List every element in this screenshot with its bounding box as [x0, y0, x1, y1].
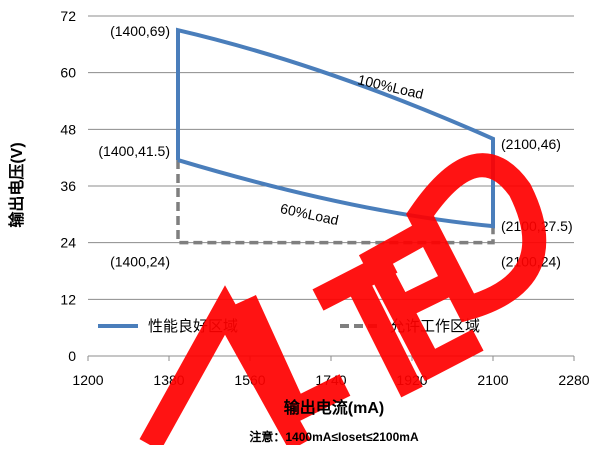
- x-axis-title: 输出电流(mA): [284, 398, 384, 417]
- series-line-allowed-area: [176, 160, 495, 245]
- watermark-letter-d: [406, 153, 547, 323]
- note-text: 注意：1400mA≤Ioset≤2100mA: [249, 429, 419, 444]
- point-label: (1400,69): [110, 23, 170, 39]
- series: [176, 27, 495, 245]
- y-tick-label: 0: [68, 348, 76, 364]
- y-tick-label: 60: [60, 65, 76, 81]
- y-tick-label: 12: [60, 291, 76, 307]
- y-tick-label: 24: [60, 235, 76, 251]
- watermark-letter-e: [358, 224, 484, 382]
- y-tick-label: 36: [60, 178, 76, 194]
- point-label: (1400,41.5): [98, 143, 170, 159]
- watermark: [139, 153, 547, 450]
- y-axis-title: 输出电压(V): [7, 142, 26, 227]
- point-label: (1400,24): [110, 254, 170, 270]
- x-tick-label: 2280: [558, 372, 589, 388]
- point-labels: 100%Load60%Load(1400,69)(1400,41.5)(1400…: [98, 23, 572, 269]
- y-tick-label: 48: [60, 121, 76, 137]
- y-tick-label: 72: [60, 8, 76, 24]
- x-tick-label: 1200: [72, 372, 103, 388]
- watermark-letter-l: [234, 295, 351, 427]
- watermark-letter-a: [139, 285, 311, 450]
- series-line-good-area: [176, 27, 495, 229]
- point-label: (2100,46): [501, 136, 561, 152]
- x-tick-label: 2100: [477, 372, 508, 388]
- curve-label: 60%Load: [279, 200, 340, 228]
